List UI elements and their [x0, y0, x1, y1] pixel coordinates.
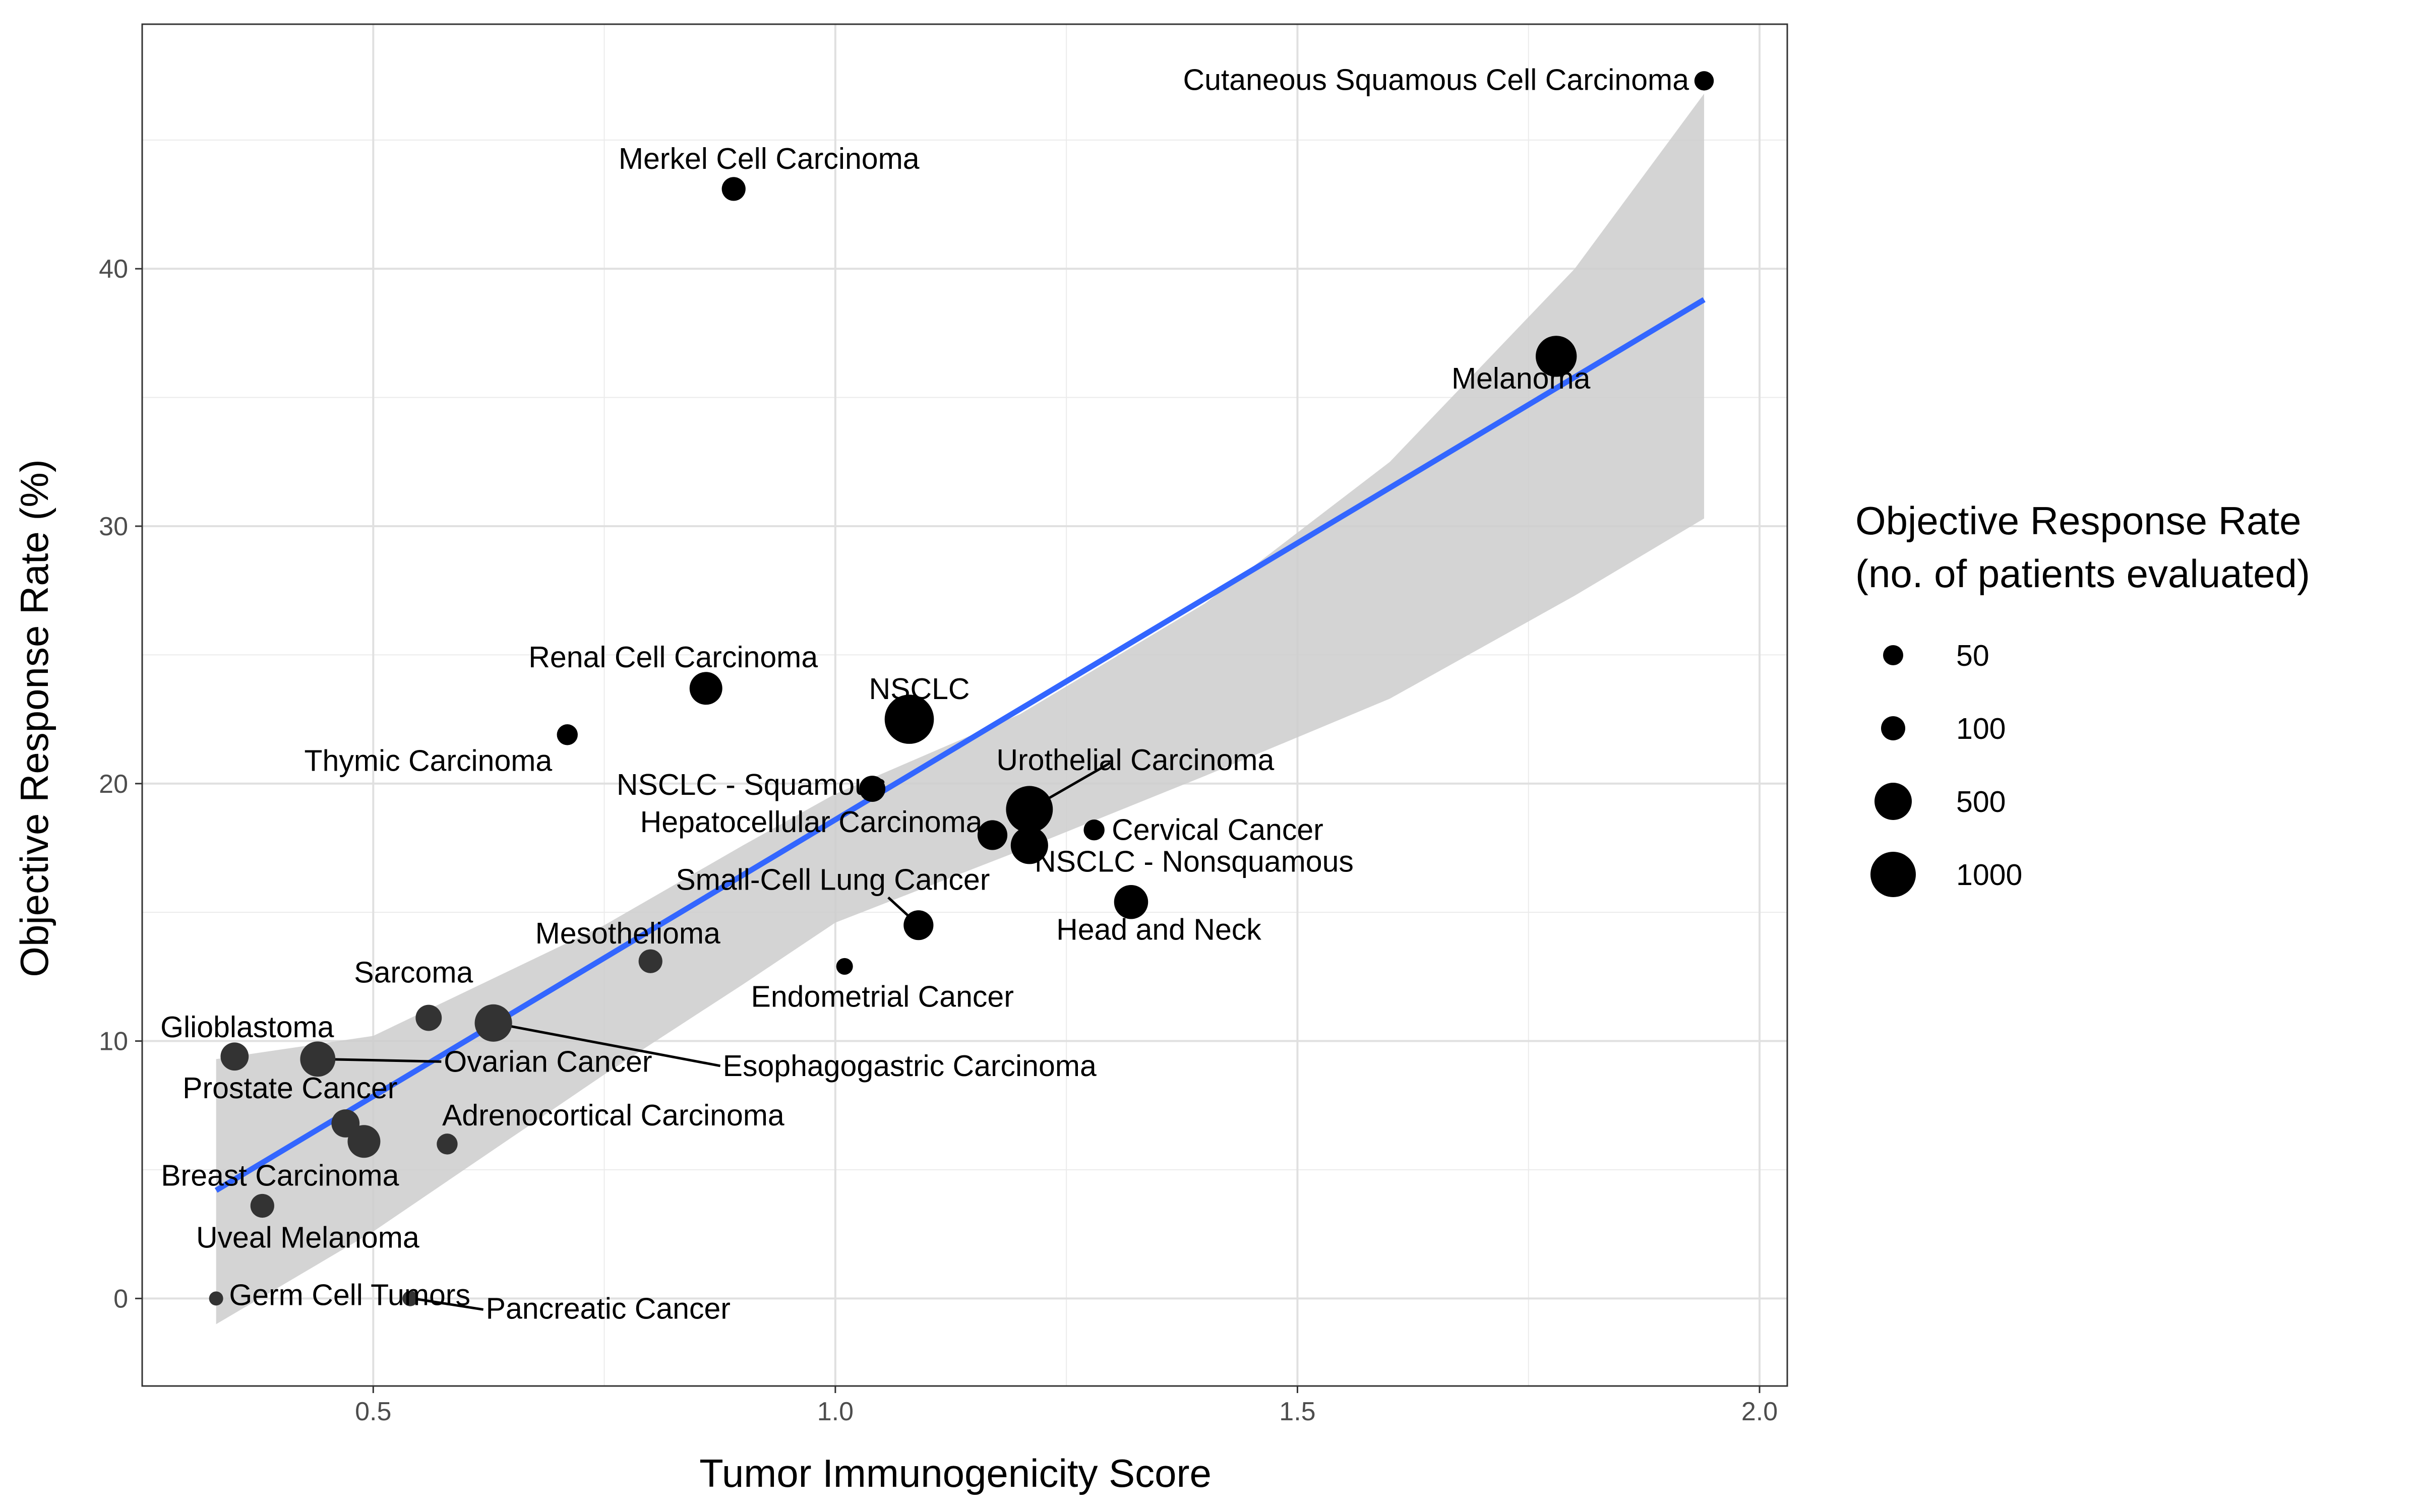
- y-tick-label: 20: [99, 770, 128, 799]
- data-point: [220, 1042, 249, 1071]
- x-tick-label: 2.0: [1741, 1397, 1778, 1426]
- legend-size-key: [1874, 783, 1912, 820]
- point-label: Sarcoma: [354, 956, 473, 989]
- x-axis-title: Tumor Immunogenicity Score: [699, 1451, 1212, 1495]
- point-label: Urothelial Carcinoma: [996, 743, 1274, 777]
- point-label: Ovarian Cancer: [444, 1045, 652, 1078]
- x-tick-label: 0.5: [355, 1397, 391, 1426]
- data-point: [557, 724, 578, 745]
- legend-title-line-1: Objective Response Rate: [1855, 498, 2301, 543]
- regression-fit-line: [214, 297, 1706, 1193]
- y-tick-label: 30: [99, 512, 128, 541]
- point-labels: Cutaneous Squamous Cell Carcinoma Merkel …: [160, 63, 1689, 1325]
- point-label: Uveal Melanoma: [196, 1221, 419, 1254]
- data-points: [209, 71, 1714, 1306]
- data-point: [1006, 786, 1053, 833]
- legend-size-label: 50: [1956, 639, 1989, 672]
- legend-size-label: 500: [1956, 785, 2006, 818]
- data-point: [977, 820, 1008, 850]
- point-label: Renal Cell Carcinoma: [528, 641, 818, 674]
- confidence-band-layer: [216, 93, 1705, 1325]
- grid-lines: [142, 24, 1787, 1386]
- point-label: NSCLC: [869, 672, 970, 706]
- data-point: [300, 1041, 336, 1077]
- axes: 0.5 1.0 1.5 2.0 0 10 20 30 40: [99, 255, 1778, 1426]
- point-label: Hepatocellular Carcinoma: [640, 805, 983, 839]
- legend-size-label: 1000: [1956, 858, 2022, 892]
- data-point: [347, 1125, 381, 1158]
- y-axis-title: Objective Response Rate (%): [12, 459, 56, 977]
- data-point: [1083, 820, 1105, 841]
- data-point: [437, 1133, 458, 1155]
- point-label: Cervical Cancer: [1112, 813, 1323, 847]
- data-point: [474, 1004, 512, 1042]
- x-tick-label: 1.0: [817, 1397, 854, 1426]
- data-point: [402, 1290, 418, 1306]
- data-point: [1010, 827, 1048, 864]
- point-label: Esophagogastric Carcinoma: [723, 1049, 1097, 1083]
- legend-size-label: 100: [1956, 712, 2006, 745]
- data-point: [859, 776, 886, 802]
- point-label: NSCLC - Squamous: [617, 768, 886, 801]
- point-label: Small-Cell Lung Cancer: [676, 863, 990, 897]
- point-label: Head and Neck: [1056, 913, 1261, 947]
- point-label: Endometrial Cancer: [751, 980, 1013, 1013]
- data-point: [209, 1291, 223, 1306]
- legend-title-line-2: (no. of patients evaluated): [1855, 551, 2310, 596]
- label-leader-line: [318, 1057, 442, 1063]
- fit-line-layer: [214, 297, 1706, 1193]
- data-point: [884, 695, 934, 744]
- legend-size-key: [1870, 852, 1916, 897]
- data-point: [250, 1193, 274, 1218]
- data-point: [415, 1004, 442, 1031]
- x-tick-label: 1.5: [1279, 1397, 1315, 1426]
- confidence-band: [216, 93, 1705, 1325]
- data-point: [1536, 336, 1577, 377]
- y-tick-label: 10: [99, 1027, 128, 1056]
- data-point: [689, 672, 722, 705]
- legend-size-key: [1883, 645, 1903, 665]
- point-label: Prostate Cancer: [183, 1072, 397, 1105]
- label-leader-line: [493, 1022, 721, 1067]
- data-point: [1114, 885, 1148, 919]
- point-label: Germ Cell Tumors: [229, 1278, 470, 1311]
- point-label: Breast Carcinoma: [161, 1159, 399, 1192]
- plot-panel-border: [141, 23, 1788, 1387]
- point-label: Thymic Carcinoma: [304, 744, 552, 778]
- size-legend: Objective Response Rate (no. of patients…: [1855, 498, 2310, 897]
- data-point: [721, 177, 746, 201]
- legend-size-key: [1881, 716, 1905, 740]
- label-leader-line: [412, 1297, 484, 1311]
- point-label: NSCLC - Nonsquamous: [1035, 845, 1354, 878]
- point-label: Pancreatic Cancer: [486, 1292, 731, 1325]
- point-label: Cutaneous Squamous Cell Carcinoma: [1183, 63, 1689, 96]
- data-point: [836, 958, 853, 975]
- point-label: Glioblastoma: [160, 1011, 334, 1044]
- data-point: [903, 910, 934, 940]
- point-label: Mesothelioma: [535, 917, 720, 950]
- point-label: Merkel Cell Carcinoma: [619, 142, 920, 175]
- point-label: Adrenocortical Carcinoma: [442, 1099, 784, 1132]
- y-tick-label: 40: [99, 255, 128, 284]
- point-label: Melanoma: [1451, 362, 1591, 395]
- data-point: [1694, 71, 1714, 91]
- data-point: [638, 949, 662, 973]
- y-tick-label: 0: [113, 1284, 128, 1313]
